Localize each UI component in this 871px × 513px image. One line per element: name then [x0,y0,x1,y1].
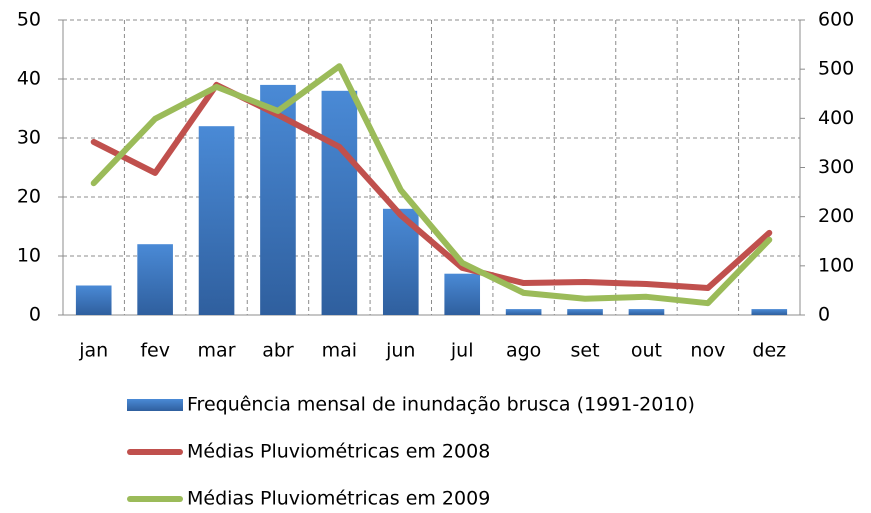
y2-tick-label: 100 [818,254,854,276]
bar [198,126,235,315]
y-tick-label: 30 [17,127,41,149]
x-tick-label: set [571,340,600,362]
y2-tick-label: 600 [818,9,854,31]
legend-label: Frequência mensal de inundação brusca (1… [187,394,695,416]
x-tick-label: out [631,340,662,362]
x-tick-label: dez [752,340,786,362]
line [90,63,773,307]
x-tick-label: mai [322,340,357,362]
line [90,81,773,291]
bar [505,309,542,315]
bar [444,273,481,315]
y-tick-label: 0 [29,304,41,326]
legend-swatch [127,399,183,411]
legend-label: Médias Pluviométricas em 2009 [187,488,490,510]
y-tick-label: 10 [17,245,41,267]
x-tick-label: mar [198,340,236,362]
x-tick-label: jul [450,340,474,362]
y2-tick-label: 0 [818,304,830,326]
bar [628,309,665,315]
x-tick-label: fev [140,340,170,362]
y-tick-label: 50 [17,9,41,31]
bar [137,244,173,315]
x-tick-label: nov [690,340,725,362]
bar [751,309,788,315]
y2-tick-label: 300 [818,156,854,178]
y2-tick-label: 400 [818,107,854,129]
x-tick-label: ago [506,340,541,362]
y-tick-label: 40 [17,68,41,90]
y2-tick-label: 500 [818,58,854,80]
x-tick-label: abr [262,340,294,362]
y2-tick-label: 200 [818,205,854,227]
bar [567,309,603,315]
x-tick-label: jun [385,340,415,362]
y-tick-label: 20 [17,186,41,208]
legend-label: Médias Pluviométricas em 2008 [187,441,490,463]
x-tick-label: jan [78,340,108,362]
bar [75,285,112,315]
bar [321,90,358,315]
